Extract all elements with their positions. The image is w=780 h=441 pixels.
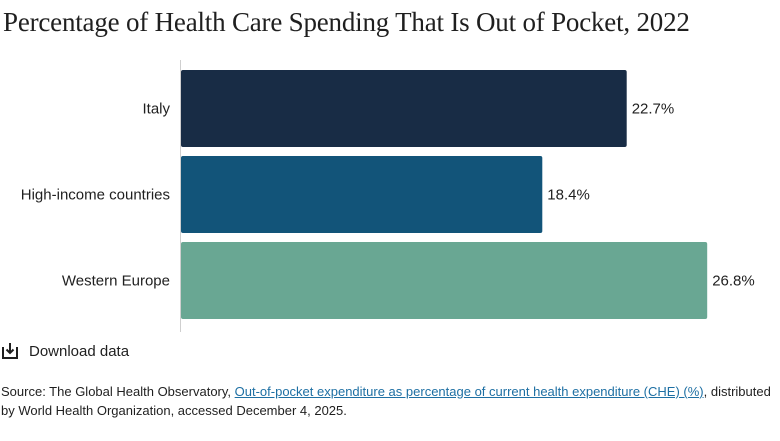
- download-data-label: Download data: [29, 342, 130, 360]
- category-label: Italy: [142, 101, 170, 118]
- bar-western-europe[interactable]: [181, 242, 708, 319]
- source-suffix: , distributed by World Health Organizati…: [1, 384, 771, 418]
- source-note: Source: The Global Health Observatory, O…: [1, 382, 771, 420]
- download-icon: [0, 341, 20, 361]
- source-link[interactable]: Out-of-pocket expenditure as percentage …: [234, 384, 704, 399]
- value-label: 22.7%: [632, 101, 675, 118]
- source-prefix: Source: The Global Health Observatory,: [1, 384, 235, 399]
- value-label: 26.8%: [712, 273, 755, 290]
- value-label: 18.4%: [547, 187, 590, 204]
- category-label: High-income countries: [21, 187, 170, 204]
- chart-title: Percentage of Health Care Spending That …: [3, 7, 690, 37]
- download-data-button[interactable]: Download data: [0, 340, 129, 362]
- category-label: Western Europe: [62, 273, 170, 290]
- bar-high-income-countries[interactable]: [181, 156, 543, 233]
- bar-chart: Italy 22.7% High-income countries 18.4% West…: [21, 60, 755, 332]
- bar-italy[interactable]: [181, 70, 627, 147]
